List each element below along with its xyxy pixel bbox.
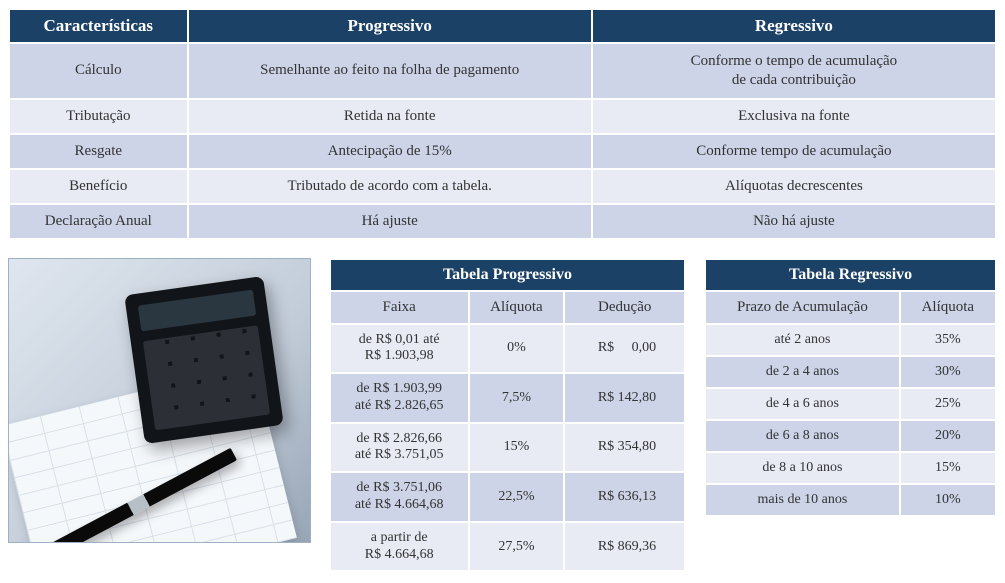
- col-faixa: Faixa: [331, 292, 468, 323]
- table-row: de R$ 2.826,66até R$ 3.751,05 15% R$ 354…: [331, 424, 684, 472]
- col-aliquota: Alíquota: [470, 292, 564, 323]
- cell-prazo: de 6 a 8 anos: [706, 421, 899, 451]
- col-aliquota: Alíquota: [901, 292, 995, 323]
- cell-value: Semelhante ao feito na folha de pagament…: [189, 44, 591, 98]
- cell-value: Exclusiva na fonte: [593, 100, 995, 133]
- cell-label: Resgate: [10, 135, 187, 168]
- col-prazo: Prazo de Acumulação: [706, 292, 899, 323]
- cell-deducao: R$ 142,80: [565, 374, 684, 422]
- cell-aliquota: 22,5%: [470, 473, 564, 521]
- table-row: até 2 anos 35%: [706, 325, 995, 355]
- cell-aliquota: 10%: [901, 485, 995, 515]
- calculator-illustration: [124, 275, 284, 443]
- cell-value: Retida na fonte: [189, 100, 591, 133]
- cell-label: Benefício: [10, 170, 187, 203]
- cell-value: Tributado de acordo com a tabela.: [189, 170, 591, 203]
- cell-value: Conforme o tempo de acumulação de cada c…: [593, 44, 995, 98]
- cell-faixa: a partir deR$ 4.664,68: [331, 523, 468, 571]
- table-row: de 8 a 10 anos 15%: [706, 453, 995, 483]
- table-row: de 4 a 6 anos 25%: [706, 389, 995, 419]
- table-row: de 6 a 8 anos 20%: [706, 421, 995, 451]
- progressivo-table: Tabela Progressivo Faixa Alíquota Deduçã…: [329, 258, 686, 573]
- cell-faixa: de R$ 1.903,99até R$ 2.826,65: [331, 374, 468, 422]
- cell-line: de cada contribuição: [732, 72, 856, 88]
- cell-faixa: de R$ 2.826,66até R$ 3.751,05: [331, 424, 468, 472]
- cell-deducao: R$ 869,36: [565, 523, 684, 571]
- cell-value: Antecipação de 15%: [189, 135, 591, 168]
- regressivo-table: Tabela Regressivo Prazo de Acumulação Al…: [704, 258, 997, 517]
- cell-aliquota: 15%: [470, 424, 564, 472]
- table-row: mais de 10 anos 10%: [706, 485, 995, 515]
- cell-aliquota: 25%: [901, 389, 995, 419]
- cell-label: Cálculo: [10, 44, 187, 98]
- cell-prazo: de 4 a 6 anos: [706, 389, 899, 419]
- cell-aliquota: 27,5%: [470, 523, 564, 571]
- table-row: Benefício Tributado de acordo com a tabe…: [10, 170, 995, 203]
- table-row: Tributação Retida na fonte Exclusiva na …: [10, 100, 995, 133]
- cell-prazo: de 2 a 4 anos: [706, 357, 899, 387]
- cell-line: Conforme o tempo de acumulação: [691, 53, 898, 69]
- cell-aliquota: 20%: [901, 421, 995, 451]
- table-row: Resgate Antecipação de 15% Conforme temp…: [10, 135, 995, 168]
- cell-aliquota: 7,5%: [470, 374, 564, 422]
- cell-value: Não há ajuste: [593, 205, 995, 238]
- col-deducao: Dedução: [565, 292, 684, 323]
- header-regressivo: Regressivo: [593, 10, 995, 42]
- table-row: Declaração Anual Há ajuste Não há ajuste: [10, 205, 995, 238]
- cell-aliquota: 0%: [470, 325, 564, 373]
- table-row: de 2 a 4 anos 30%: [706, 357, 995, 387]
- calculator-photo: [8, 258, 311, 543]
- cell-aliquota: 15%: [901, 453, 995, 483]
- cell-aliquota: 35%: [901, 325, 995, 355]
- cell-faixa: de R$ 3.751,06até R$ 4.664,68: [331, 473, 468, 521]
- header-progressivo: Progressivo: [189, 10, 591, 42]
- table-row: Cálculo Semelhante ao feito na folha de …: [10, 44, 995, 98]
- table-row: de R$ 0,01 atéR$ 1.903,98 0% R$ 0,00: [331, 325, 684, 373]
- regressivo-title: Tabela Regressivo: [706, 260, 995, 290]
- table-row: de R$ 3.751,06até R$ 4.664,68 22,5% R$ 6…: [331, 473, 684, 521]
- cell-prazo: de 8 a 10 anos: [706, 453, 899, 483]
- cell-value: Conforme tempo de acumulação: [593, 135, 995, 168]
- cell-prazo: mais de 10 anos: [706, 485, 899, 515]
- header-caracteristicas: Características: [10, 10, 187, 42]
- comparison-table: Características Progressivo Regressivo C…: [8, 8, 997, 240]
- cell-prazo: até 2 anos: [706, 325, 899, 355]
- cell-faixa: de R$ 0,01 atéR$ 1.903,98: [331, 325, 468, 373]
- cell-value: Há ajuste: [189, 205, 591, 238]
- table-row: de R$ 1.903,99até R$ 2.826,65 7,5% R$ 14…: [331, 374, 684, 422]
- cell-deducao: R$ 354,80: [565, 424, 684, 472]
- cell-value: Alíquotas decrescentes: [593, 170, 995, 203]
- bottom-section: Tabela Progressivo Faixa Alíquota Deduçã…: [8, 258, 997, 573]
- cell-label: Tributação: [10, 100, 187, 133]
- cell-label: Declaração Anual: [10, 205, 187, 238]
- cell-aliquota: 30%: [901, 357, 995, 387]
- progressivo-title: Tabela Progressivo: [331, 260, 684, 290]
- table-row: a partir deR$ 4.664,68 27,5% R$ 869,36: [331, 523, 684, 571]
- cell-deducao: R$ 636,13: [565, 473, 684, 521]
- cell-deducao: R$ 0,00: [565, 325, 684, 373]
